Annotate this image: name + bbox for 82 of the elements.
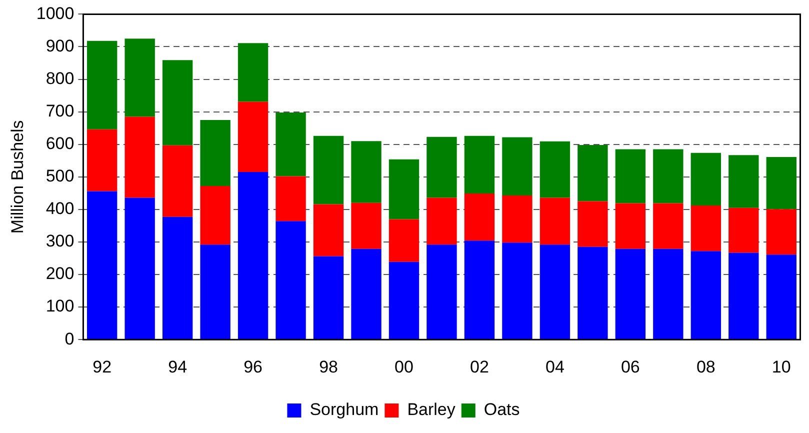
bar (124, 198, 155, 340)
legend-label: Barley (407, 400, 456, 420)
legend-label: Sorghum (310, 400, 379, 420)
bar (766, 157, 796, 210)
bar (313, 136, 344, 204)
bar (426, 198, 457, 245)
bar (540, 141, 570, 198)
bar (124, 38, 155, 117)
bar (690, 152, 722, 206)
bar (200, 244, 230, 340)
y-tick-label: 300 (46, 232, 74, 251)
y-tick-label: 700 (46, 102, 74, 121)
bar (351, 202, 382, 249)
bar (86, 40, 118, 130)
x-tick-label: 98 (319, 357, 338, 376)
bar (690, 206, 722, 252)
x-tick-label: 92 (92, 357, 112, 376)
x-tick-label: 08 (696, 357, 716, 376)
bar (351, 141, 382, 203)
x-tick-label: 02 (470, 357, 489, 376)
bar (464, 240, 495, 340)
x-tick-label: 04 (545, 357, 564, 376)
y-axis-title: Million Bushels (8, 120, 27, 234)
bar (615, 149, 646, 204)
bar (124, 116, 155, 198)
x-tick-label: 00 (394, 357, 414, 376)
bar (766, 254, 796, 340)
y-tick-label: 800 (46, 68, 74, 88)
bar (728, 208, 759, 253)
y-tick-label: 0 (64, 329, 74, 348)
bar (388, 262, 420, 340)
bar (86, 129, 118, 192)
bar (615, 203, 646, 249)
bar (86, 191, 118, 340)
x-tick-label: 06 (620, 357, 640, 376)
bar (728, 155, 759, 208)
x-tick-label: 96 (244, 357, 263, 376)
y-tick-label: 1000 (36, 4, 74, 23)
bar (502, 137, 532, 196)
bar (578, 201, 608, 247)
y-tick-label: 600 (46, 134, 74, 154)
legend-label: Oats (484, 400, 520, 420)
bar (653, 248, 684, 340)
bar (238, 102, 268, 172)
bar (690, 251, 722, 340)
bar (502, 195, 532, 243)
bar (728, 252, 759, 340)
bar (464, 136, 495, 194)
bar (162, 145, 193, 217)
bar (238, 43, 268, 102)
bar (162, 216, 193, 340)
y-tick-label: 200 (46, 264, 74, 284)
bar (426, 244, 457, 340)
bar (615, 248, 646, 340)
bar (388, 219, 420, 262)
bar (653, 203, 684, 249)
bar (200, 186, 230, 245)
bar (388, 159, 420, 220)
y-tick-label: 900 (46, 36, 74, 56)
bar (238, 172, 268, 340)
bar (276, 221, 306, 340)
y-tick-label: 500 (46, 166, 74, 186)
bar (162, 60, 193, 146)
bar (276, 112, 306, 176)
y-tick-label: 100 (46, 296, 74, 316)
x-tick-label: 10 (772, 357, 791, 376)
bar (578, 246, 608, 340)
bar (578, 145, 608, 202)
bar (540, 198, 570, 245)
bar (766, 209, 796, 255)
bar (276, 176, 306, 222)
bar (426, 136, 457, 198)
y-tick-label: 400 (46, 199, 74, 218)
bar (502, 242, 532, 340)
bar (313, 204, 344, 256)
bar (653, 149, 684, 204)
bar (540, 244, 570, 340)
x-tick-label: 94 (168, 357, 188, 376)
bar (200, 120, 230, 186)
bar (313, 256, 344, 340)
bar (464, 193, 495, 241)
bar (351, 248, 382, 340)
